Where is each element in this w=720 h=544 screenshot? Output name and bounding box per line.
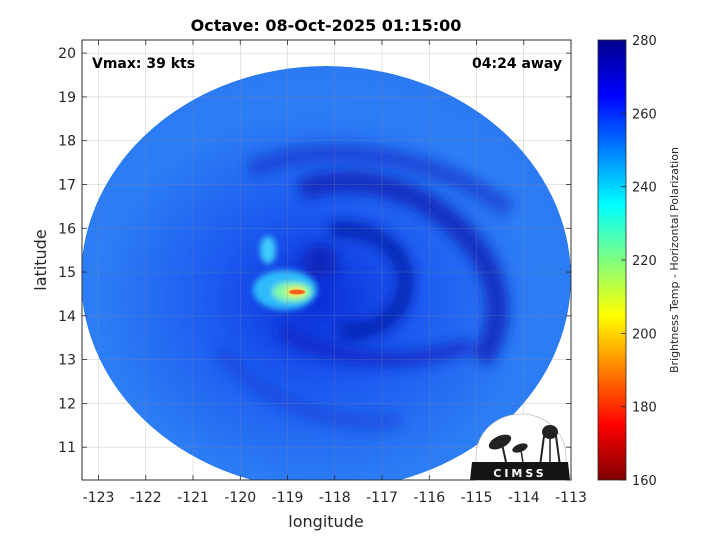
y-tick-label: 13 [58,353,76,369]
time-away-label: 04:24 away [472,56,562,72]
hot-spot [289,289,305,295]
swath-layer [82,66,571,480]
vmax-label: Vmax: 39 kts [92,56,195,72]
colorbar-tick-label: 260 [632,107,657,122]
colorbar-label: Brightness Temp - Horizontal Polarizatio… [668,147,681,373]
y-axis-label: latitude [31,229,50,290]
y-tick-label: 11 [58,440,76,456]
colorbar-tick-label: 220 [632,254,657,269]
x-tick-label: -121 [177,490,209,506]
x-tick-label: -117 [366,490,398,506]
y-tick-label: 14 [58,309,76,325]
y-tick-label: 19 [58,90,76,106]
colorbar-tick-label: 160 [632,474,657,489]
water-tower-icon [539,425,561,467]
colorbar-ticks: 160 180 200 220 240 260 280 [621,34,657,489]
grid-lines [82,40,572,480]
x-tick-label: -118 [319,490,351,506]
colorbar-tick-label: 240 [632,181,657,196]
colorbar-tick-label: 200 [632,327,657,342]
x-tick-label: -119 [272,490,304,506]
satellite-dish-icon [488,434,528,464]
logo-text: CIMSS [493,467,546,480]
x-axis-label: longitude [288,512,363,531]
figure-title: Octave: 08-Oct-2025 01:15:00 [191,16,462,35]
y-tick-label: 18 [58,134,76,150]
cimss-logo: CIMSS [470,413,570,481]
x-tick-label: -116 [413,490,445,506]
x-tick-label: -123 [83,490,115,506]
y-tick-labels: 11 12 13 14 15 16 17 18 19 20 [58,46,571,456]
y-tick-label: 15 [58,265,76,281]
colorbar-tick-label: 180 [632,401,657,416]
y-tick-label: 16 [58,221,76,237]
x-tick-label: -120 [224,490,256,506]
y-tick-label: 17 [58,177,76,193]
x-tick-label: -114 [508,490,540,506]
rain-bands [214,144,516,429]
logo-bar [470,462,570,480]
x-tick-label: -122 [130,490,162,506]
colorbar-tick-label: 280 [632,34,657,49]
x-tick-label: -113 [555,490,587,506]
x-tick-label: -115 [461,490,493,506]
x-tick-labels: -123 -122 -121 -120 -119 -118 -117 -116 -115 -114… [83,40,587,506]
y-tick-label: 20 [58,46,76,62]
y-tick-label: 12 [58,396,76,412]
plot-frame [81,39,572,481]
